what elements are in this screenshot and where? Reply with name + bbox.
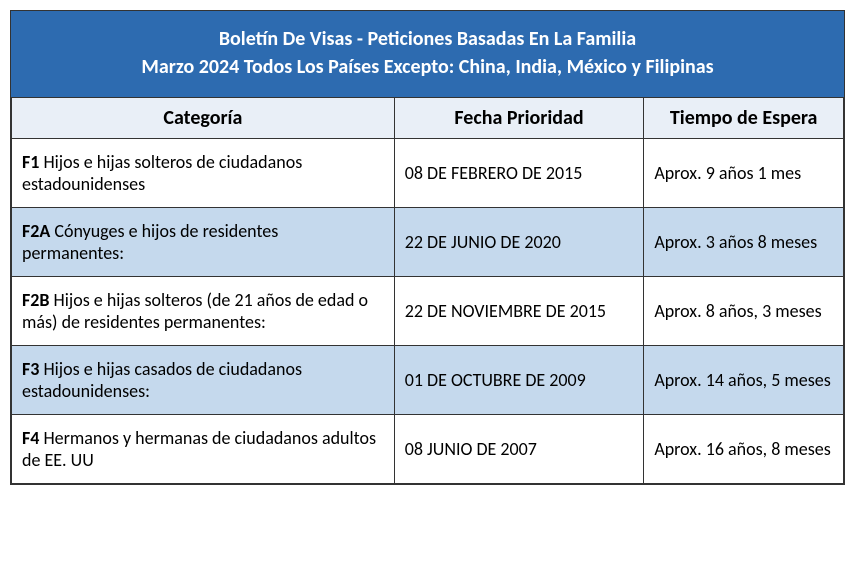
cell-priority-date: 01 DE OCTUBRE DE 2009 [394, 346, 644, 415]
category-code: F2A [22, 220, 50, 242]
category-desc: Hermanos y hermanas de ciudadanos adulto… [22, 427, 376, 471]
category-desc: Cónyuges e hijos de residentes permanent… [22, 220, 278, 264]
cell-wait-time: Aprox. 9 años 1 mes [644, 139, 844, 208]
table-row: F4 Hermanos y hermanas de ciudadanos adu… [12, 415, 844, 484]
cell-category: F1 Hijos e hijas solteros de ciudadanos … [12, 139, 395, 208]
data-table: Categoría Fecha Prioridad Tiempo de Espe… [11, 97, 844, 484]
category-desc: Hijos e hijas solteros de ciudadanos est… [22, 151, 302, 195]
table-row: F1 Hijos e hijas solteros de ciudadanos … [12, 139, 844, 208]
title-line-1: Boletín De Visas - Peticiones Basadas En… [21, 25, 834, 53]
cell-category: F2A Cónyuges e hijos de residentes perma… [12, 208, 395, 277]
cell-priority-date: 08 JUNIO DE 2007 [394, 415, 644, 484]
cell-category: F2B Hijos e hijas solteros (de 21 años d… [12, 277, 395, 346]
cell-priority-date: 08 DE FEBRERO DE 2015 [394, 139, 644, 208]
table-title: Boletín De Visas - Peticiones Basadas En… [11, 11, 844, 97]
cell-wait-time: Aprox. 16 años, 8 meses [644, 415, 844, 484]
col-header-wait-time: Tiempo de Espera [644, 98, 844, 139]
cell-category: F3 Hijos e hijas casados de ciudadanos e… [12, 346, 395, 415]
cell-priority-date: 22 DE NOVIEMBRE DE 2015 [394, 277, 644, 346]
cell-wait-time: Aprox. 14 años, 5 meses [644, 346, 844, 415]
col-header-category: Categoría [12, 98, 395, 139]
category-code: F1 [22, 151, 39, 173]
table-row: F2B Hijos e hijas solteros (de 21 años d… [12, 277, 844, 346]
cell-priority-date: 22 DE JUNIO DE 2020 [394, 208, 644, 277]
cell-category: F4 Hermanos y hermanas de ciudadanos adu… [12, 415, 395, 484]
title-line-2: Marzo 2024 Todos Los Países Excepto: Chi… [21, 53, 834, 81]
category-code: F4 [22, 427, 39, 449]
category-desc: Hijos e hijas casados de ciudadanos esta… [22, 358, 302, 402]
visa-bulletin-table: Boletín De Visas - Peticiones Basadas En… [10, 10, 845, 485]
category-code: F2B [22, 289, 49, 311]
cell-wait-time: Aprox. 8 años, 3 meses [644, 277, 844, 346]
table-row: F3 Hijos e hijas casados de ciudadanos e… [12, 346, 844, 415]
category-code: F3 [22, 358, 39, 380]
header-row: Categoría Fecha Prioridad Tiempo de Espe… [12, 98, 844, 139]
col-header-priority-date: Fecha Prioridad [394, 98, 644, 139]
table-body: F1 Hijos e hijas solteros de ciudadanos … [12, 139, 844, 484]
table-row: F2A Cónyuges e hijos de residentes perma… [12, 208, 844, 277]
category-desc: Hijos e hijas solteros (de 21 años de ed… [22, 289, 368, 333]
cell-wait-time: Aprox. 3 años 8 meses [644, 208, 844, 277]
